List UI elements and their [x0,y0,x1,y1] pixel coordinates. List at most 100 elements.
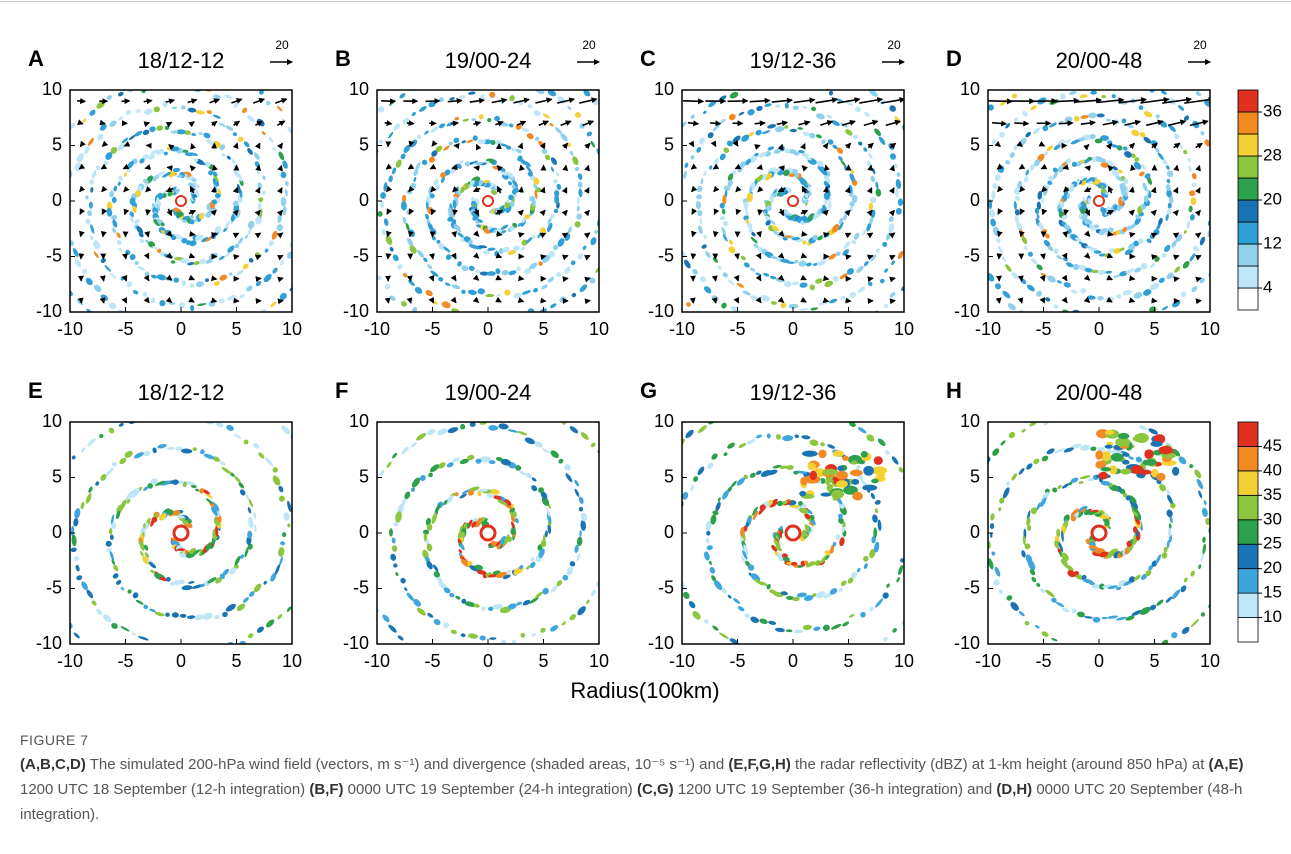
shade [1097,413,1106,416]
shade [1097,296,1104,300]
shade [246,147,254,156]
vector [802,278,806,280]
vector [1108,256,1112,258]
shade [218,122,226,128]
shade [318,517,323,528]
colorbar-tick-label: 10 [1263,607,1282,626]
shade [153,106,161,113]
shade [400,300,408,308]
shade [1221,582,1229,592]
shade [1190,570,1196,577]
vector [1081,122,1095,124]
vector [736,188,739,191]
shade [444,282,451,287]
shade [1041,124,1049,132]
panel-letter: C [640,46,656,71]
shade [221,611,228,618]
shade [601,570,610,580]
x-tick-label: 10 [589,651,609,671]
shade [256,625,265,634]
shade [618,504,623,515]
vector [1021,232,1022,236]
vector [541,233,545,235]
shade [323,218,330,225]
vector [497,278,501,280]
vector [124,188,127,191]
shade [541,587,550,596]
shade [669,549,678,562]
vector [192,144,193,147]
shade [750,84,761,92]
shade [599,191,605,196]
shade [165,576,171,582]
shade [1211,202,1217,206]
shade [303,264,310,271]
shade [89,235,94,241]
shade [1051,637,1058,642]
shade [708,165,712,170]
shade [399,92,407,99]
y-tick-label: -5 [658,245,674,265]
shade [541,147,549,155]
panel-letter: F [335,378,348,403]
shade [809,284,816,291]
shade [1213,180,1217,189]
shade [271,474,282,487]
shade [487,271,496,276]
shade [111,227,117,234]
shade [424,289,433,298]
vector [190,278,194,280]
shade [572,80,582,89]
vector [521,143,523,147]
shade [763,272,770,277]
shade [425,213,430,220]
shade [64,211,68,217]
x-tick-label: 10 [589,319,609,339]
shade [991,139,997,146]
shade [1200,611,1206,617]
band [822,469,838,475]
shade [1230,560,1237,568]
shade [749,267,756,272]
shade [430,125,440,134]
shade [415,432,427,442]
shade [1061,482,1069,489]
vector [859,99,882,103]
vector [715,299,716,303]
shade [671,563,675,569]
shade [36,553,42,561]
shade [828,90,834,96]
shade [545,530,548,537]
shade [91,170,97,180]
vector [801,211,807,214]
shade [192,447,197,451]
shade [378,139,384,145]
shade [187,615,196,620]
ref-vector-label: 20 [275,38,289,52]
shade [1014,201,1018,210]
vector [1132,187,1133,192]
vector [144,101,152,102]
shade [442,621,450,629]
shade [115,579,122,586]
y-tick-label: 0 [664,190,674,210]
shade [530,484,538,492]
vector [847,143,851,147]
shade [388,175,394,183]
shade [487,118,491,122]
shade [720,302,728,310]
shade [276,223,284,232]
shade [754,317,759,322]
x-tick-label: 5 [843,651,853,671]
shade [611,549,618,561]
shade [116,239,123,246]
shade [991,447,1001,457]
vector [277,121,284,125]
shade [109,272,117,280]
colorbar-swatch [1238,156,1258,178]
shade [576,605,588,617]
shade [285,181,290,186]
shade [1040,272,1047,278]
shade [1147,427,1158,436]
shade [87,137,95,147]
